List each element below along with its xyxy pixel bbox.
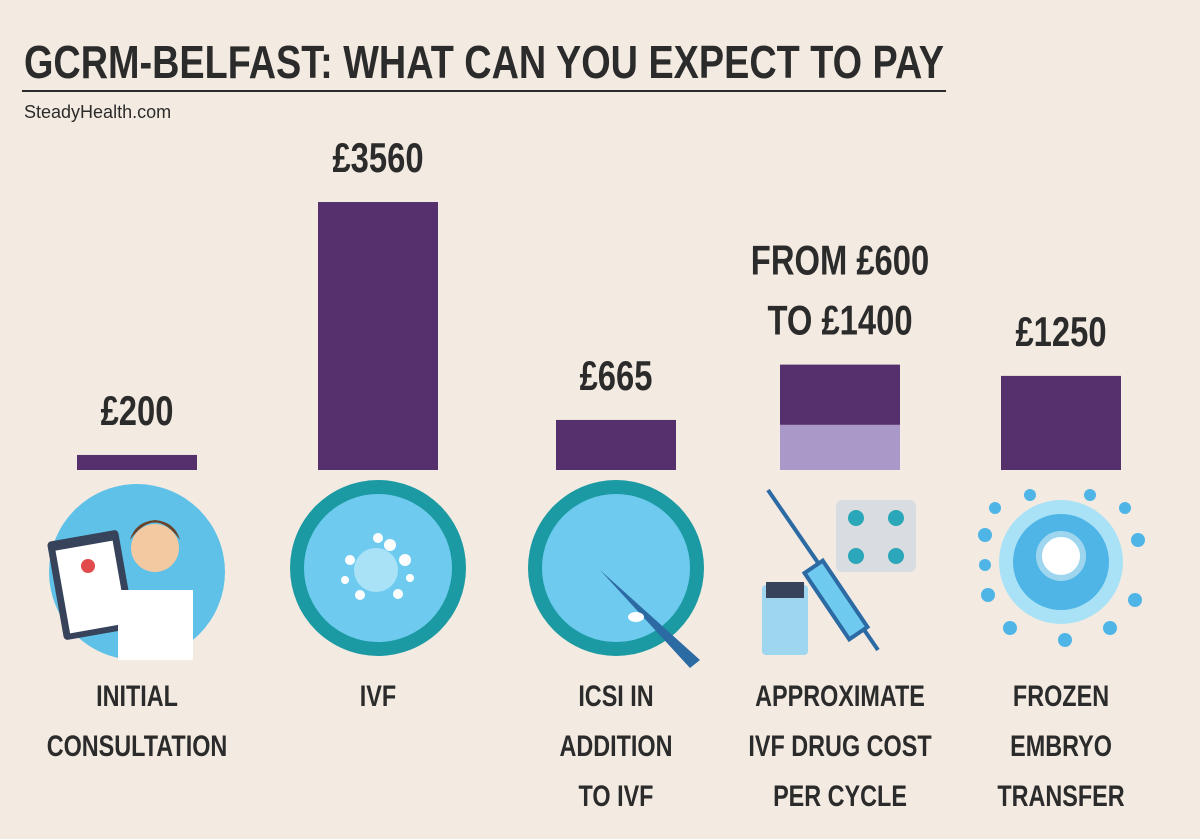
value-label-group: £3560 [332,134,423,181]
bar [318,202,438,470]
value-label: £200 [101,387,174,434]
category-label: FROZEN EMBRYO TRANSFER [997,679,1124,812]
category-label-group: APPROXIMATE IVF DRUG COST PER CYCLE [748,679,932,812]
category-label-group: INITIAL CONSULTATION [47,679,228,762]
category-label: IVF [360,679,396,712]
value-label: £1250 [1015,308,1106,355]
chart-title: GCRM-BELFAST: WHAT CAN YOU EXPECT TO PAY [24,36,944,88]
source-bold: Health [80,102,132,122]
icons [47,480,1145,668]
value-label: FROM £600 TO £1400 [751,237,929,344]
category-label-group: IVF [360,679,396,712]
bar-range [780,364,900,425]
category-label: INITIAL CONSULTATION [47,679,228,762]
value-label-group: £1250 [1015,308,1106,355]
bar-low [780,424,900,470]
value-label-group: FROM £600 TO £1400 [751,237,929,344]
value-label: £3560 [332,134,423,181]
category-label: APPROXIMATE IVF DRUG COST PER CYCLE [748,679,932,812]
source-prefix: Steady [24,102,80,122]
category-label: ICSI IN ADDITION TO IVF [559,679,672,812]
bar [556,419,676,470]
source-suffix: .com [132,102,171,122]
bar [1001,375,1121,470]
value-label-group: £665 [580,352,653,399]
value-label-group: £200 [101,387,174,434]
category-label-group: ICSI IN ADDITION TO IVF [559,679,672,812]
source: SteadyHealth.com [24,102,171,122]
value-label: £665 [580,352,653,399]
category-label-group: FROZEN EMBRYO TRANSFER [997,679,1124,812]
bar [77,454,197,470]
